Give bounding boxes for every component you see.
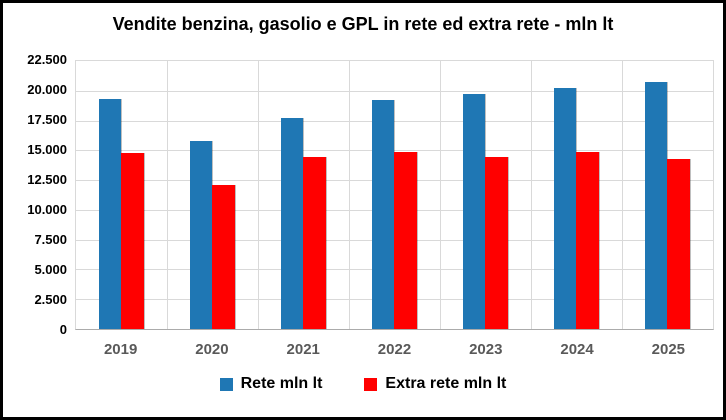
rete-bar-2020: [189, 140, 212, 329]
rete-bar-2019: [98, 99, 121, 329]
x-axis-tick-label: 2025: [651, 341, 686, 358]
extra-rete-bar-2021: [302, 157, 327, 329]
extra-rete-bar-2020: [211, 185, 236, 329]
horizontal-gridline: [76, 90, 713, 92]
y-axis-tick-label: 12.500: [27, 172, 67, 187]
x-axis: 2019 2020 2021 2022 2023 2024 2025: [75, 339, 714, 361]
vertical-gridline: [167, 61, 168, 329]
chart-title: Vendite benzina, gasolio e GPL in rete e…: [112, 14, 614, 34]
y-axis-tick-label: 5.000: [34, 262, 67, 277]
x-axis-tick-label: 2023: [469, 341, 503, 358]
y-axis-tick-label: 0: [59, 322, 67, 337]
rete-bar-2021: [280, 117, 303, 329]
plot-area: [75, 60, 714, 330]
legend-item-extra-rete: Extra rete mln lt: [364, 375, 506, 393]
y-axis-tick-label: 22.500: [27, 52, 67, 67]
extra-rete-bar-2025: [666, 158, 691, 329]
x-axis-tick-label: 2022: [377, 341, 412, 358]
vertical-gridline: [440, 61, 441, 329]
vertical-gridline: [531, 61, 532, 329]
rete-legend-label: Rete mln lt: [240, 375, 323, 392]
extra-rete-bar-2022: [393, 151, 418, 329]
extra-rete-bar-2023: [484, 157, 509, 329]
rete-bar-2022: [371, 100, 394, 329]
legend: Rete mln lt Extra rete mln lt: [3, 375, 723, 393]
vertical-gridline: [258, 61, 259, 329]
vertical-gridline: [349, 61, 350, 329]
y-axis-tick-label: 17.500: [27, 112, 67, 127]
y-axis-tick-label: 7.500: [34, 232, 67, 247]
extra-rete-legend-label: Extra rete mln lt: [385, 375, 507, 392]
rete-legend-swatch-icon: [219, 377, 233, 391]
y-axis-tick-label: 10.000: [27, 202, 67, 217]
extra-rete-legend-swatch-icon: [364, 377, 378, 391]
rete-bar-2024: [553, 87, 576, 329]
x-axis-tick-label: 2021: [286, 341, 320, 358]
horizontal-gridline: [76, 150, 713, 152]
rete-bar-2023: [462, 93, 485, 329]
y-axis-tick-label: 15.000: [27, 142, 67, 157]
extra-rete-bar-2019: [120, 152, 145, 329]
x-axis-tick-label: 2020: [195, 341, 229, 358]
legend-item-rete: Rete mln lt: [219, 375, 323, 393]
y-axis-tick-label: 20.000: [27, 82, 67, 97]
extra-rete-bar-2024: [575, 151, 600, 329]
rete-bar-2025: [644, 82, 667, 329]
vertical-gridline: [622, 61, 623, 329]
x-axis-tick-label: 2019: [103, 341, 138, 358]
horizontal-gridline: [76, 120, 713, 122]
x-axis-tick-label: 2024: [560, 341, 594, 358]
y-axis-tick-label: 2.500: [34, 292, 67, 307]
